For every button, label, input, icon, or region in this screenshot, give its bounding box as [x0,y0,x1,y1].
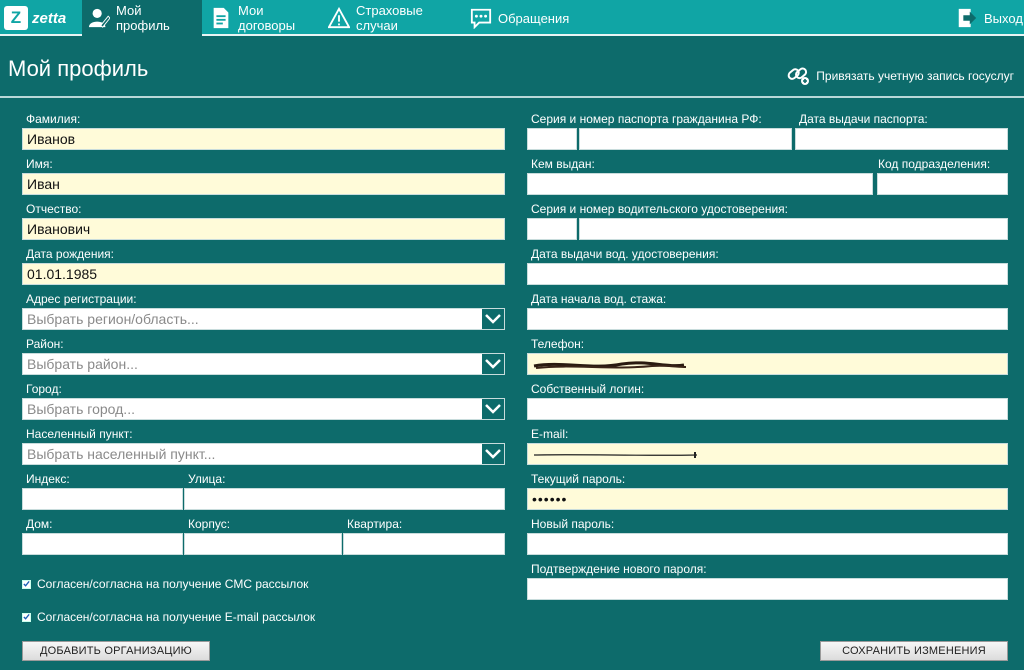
passport-label: Серия и номер паспорта гражданина РФ: [531,112,762,126]
license-number-field[interactable] [579,218,1008,240]
nav-label: Мои договоры [238,3,296,33]
apartment-label: Квартира: [347,517,403,531]
logo[interactable]: Z zetta [4,6,66,30]
phone-field[interactable] [527,353,1008,375]
issued-by-field[interactable] [527,173,873,195]
house-label: Дом: [26,517,53,531]
city-label: Город: [26,382,62,396]
passport-number-field[interactable] [579,128,792,150]
add-organization-button[interactable]: ДОБАВИТЬ ОРГАНИЗАЦИЮ [22,641,210,661]
save-changes-button[interactable]: СОХРАНИТЬ ИЗМЕНЕНИЯ [820,641,1008,661]
sms-consent-checkbox[interactable] [22,579,31,589]
logo-text: zetta [32,9,67,27]
apartment-field[interactable] [343,533,505,555]
chevron-down-icon[interactable] [482,354,504,374]
logout-button[interactable]: Выход [950,0,1023,36]
chevron-down-icon[interactable] [482,444,504,464]
license-label: Серия и номер водительского удостоверени… [531,202,788,216]
login-field[interactable] [527,398,1008,420]
chevron-down-icon[interactable] [482,309,504,329]
lastname-field[interactable]: Иванов [22,128,505,150]
settlement-placeholder: Выбрать населенный пункт... [27,446,216,462]
passport-date-field[interactable] [795,128,1008,150]
email-field[interactable] [527,443,1008,465]
link-chain-icon [786,62,810,89]
email-label: E-mail: [531,427,569,441]
street-field[interactable] [184,488,505,510]
driving-start-label: Дата начала вод. стажа: [531,292,667,306]
firstname-label: Имя: [26,157,53,171]
birthdate-field[interactable]: 01.01.1985 [22,263,505,285]
issued-by-label: Кем выдан: [531,157,595,171]
city-select[interactable]: Выбрать город... [22,398,505,420]
current-password-label: Текущий пароль: [531,472,626,486]
building-label: Корпус: [188,517,231,531]
house-field[interactable] [22,533,183,555]
driving-start-field[interactable] [527,308,1008,330]
patronymic-field[interactable]: Иванович [22,218,505,240]
phone-label: Телефон: [531,337,585,351]
link-gosuslugi-label: Привязать учетную запись госуслуг [816,68,1014,83]
sms-consent-label: Согласен/согласна на получение СМС рассы… [37,577,309,591]
lastname-label: Фамилия: [26,112,81,126]
new-password-label: Новый пароль: [531,517,615,531]
nav-label: Мой профиль [116,3,170,33]
district-label: Район: [26,337,64,351]
page-title: Мой профиль [8,56,149,81]
district-placeholder: Выбрать район... [27,356,138,372]
confirm-password-field[interactable] [527,578,1008,600]
index-label: Индекс: [26,472,70,486]
nav-insurance-cases[interactable]: Страховые случаи [322,0,462,36]
nav-label: Страховые случаи [356,3,423,33]
redaction-scribble [533,361,687,369]
region-label: Адрес регистрации: [26,292,137,306]
nav-label: Обращения [498,10,570,26]
document-icon [210,7,232,29]
redaction-line [533,452,698,458]
nav-my-profile[interactable]: Мой профиль [82,0,202,36]
current-password-field[interactable]: •••••• [527,488,1008,510]
birthdate-label: Дата рождения: [26,247,114,261]
email-consent[interactable]: Согласен/согласна на получение E-mail ра… [22,610,315,624]
license-date-field[interactable] [527,263,1008,285]
nav-my-contracts[interactable]: Мои договоры [204,0,320,36]
passport-date-label: Дата выдачи паспорта: [799,112,928,126]
sms-consent[interactable]: Согласен/согласна на получение СМС рассы… [22,577,308,591]
settlement-select[interactable]: Выбрать населенный пункт... [22,443,505,465]
chevron-down-icon[interactable] [482,399,504,419]
link-gosuslugi[interactable]: Привязать учетную запись госуслуг [786,62,1014,89]
login-label: Собственный логин: [531,382,645,396]
chat-icon [470,7,492,29]
confirm-password-label: Подтверждение нового пароля: [531,562,707,576]
zetta-logo-icon: Z [4,6,28,30]
division-code-field[interactable] [877,173,1008,195]
division-code-label: Код подразделения: [878,157,991,171]
nav-requests[interactable]: Обращения [464,0,570,36]
warning-icon [328,7,350,29]
index-field[interactable] [22,488,183,510]
license-series-field[interactable] [527,218,577,240]
patronymic-label: Отчество: [26,202,82,216]
email-consent-checkbox[interactable] [22,612,31,622]
passport-series-field[interactable] [527,128,577,150]
district-select[interactable]: Выбрать район... [22,353,505,375]
settlement-label: Населенный пункт: [26,427,133,441]
region-placeholder: Выбрать регион/область... [27,311,199,327]
new-password-field[interactable] [527,533,1008,555]
header-divider [0,96,1024,98]
region-select[interactable]: Выбрать регион/область... [22,308,505,330]
street-label: Улица: [188,472,226,486]
city-placeholder: Выбрать город... [27,401,135,417]
top-nav: Z zetta Мой профиль Мои договоры Страхов… [0,0,1024,36]
user-edit-icon [88,7,110,29]
logout-icon [956,7,978,29]
email-consent-label: Согласен/согласна на получение E-mail ра… [37,610,316,624]
building-field[interactable] [184,533,342,555]
firstname-field[interactable]: Иван [22,173,505,195]
license-date-label: Дата выдачи вод. удостоверения: [531,247,719,261]
logout-label: Выход [984,10,1023,26]
